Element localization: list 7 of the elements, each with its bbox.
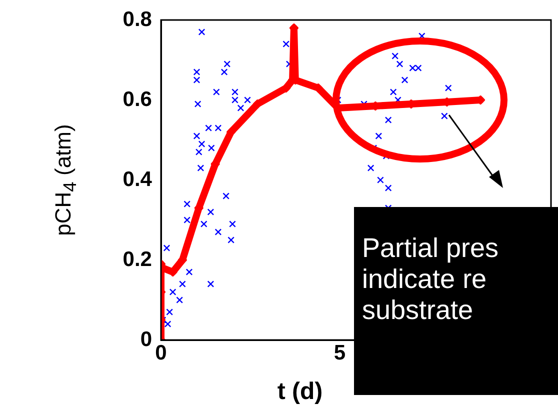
x-axis-title: t (d) [277,378,323,406]
y-tick-label: 0.6 [122,88,152,111]
y-tick-label: 0.4 [122,168,152,191]
y-tick-label: 0.8 [122,8,152,31]
x-tick-label: 5 [334,341,346,364]
text-box: Partial pres indicate re substrate [354,207,558,395]
y-tick-label: 0.2 [122,248,152,271]
